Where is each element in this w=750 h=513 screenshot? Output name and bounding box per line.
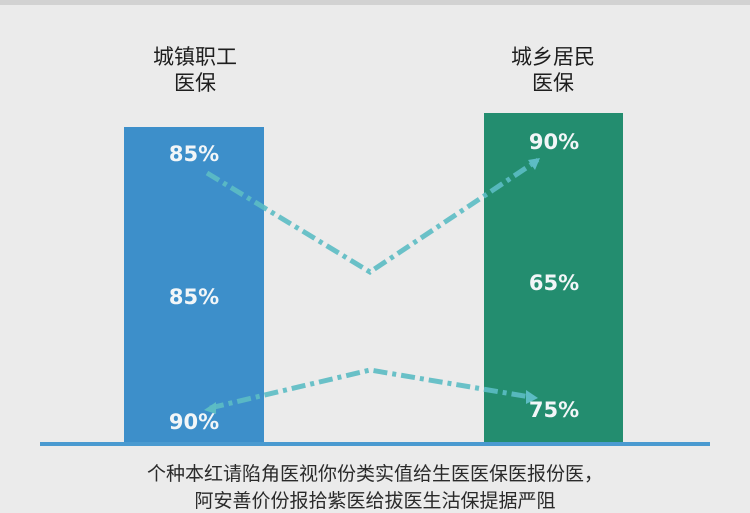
title-line: 城镇职工 [153, 45, 237, 69]
lower-connector-line [209, 367, 531, 411]
connector-arrows [204, 157, 540, 414]
top-band [0, 0, 750, 5]
value-label: 85% [168, 142, 220, 166]
column-title-urban-employee: 城镇职工 医保 [95, 44, 295, 96]
footer-line-1: 个种本红请陷角医视你份类实值给生医医保医报份医， [146, 463, 603, 485]
arrow-head-icon [526, 390, 538, 404]
value-label: 85% [168, 285, 220, 309]
title-line: 医保 [174, 71, 216, 95]
bar-urban-rural-resident [484, 113, 623, 444]
value-label: 90% [528, 130, 580, 154]
value-label: 90% [168, 410, 220, 434]
title-line: 医保 [532, 71, 574, 95]
upper-connector-line [205, 157, 540, 275]
value-label: 75% [528, 398, 580, 422]
bar-urban-employee [124, 127, 264, 444]
arrow-head-icon [204, 402, 216, 414]
value-label: 65% [528, 271, 580, 295]
arrow-head-icon [528, 158, 540, 170]
baseline [40, 442, 710, 446]
title-line: 城乡居民 [511, 45, 595, 69]
column-title-urban-rural-resident: 城乡居民 医保 [453, 44, 653, 96]
